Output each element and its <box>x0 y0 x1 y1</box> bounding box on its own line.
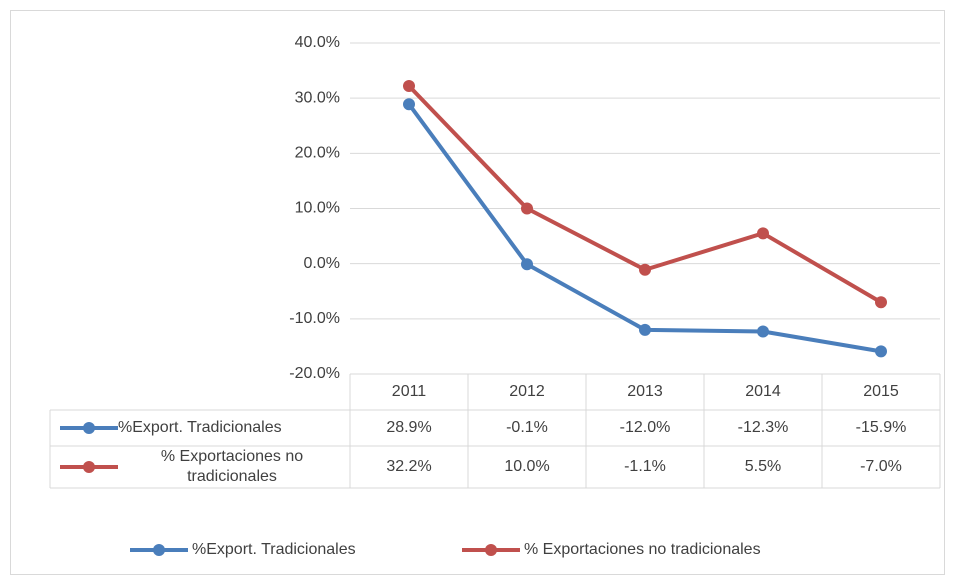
data-point <box>875 345 887 358</box>
y-tick-label: 40.0% <box>295 34 340 51</box>
table-row-label: % Exportaciones no tradicionales <box>160 448 304 485</box>
data-label: 10.0% <box>504 458 550 475</box>
data-label: -0.1% <box>506 419 548 436</box>
data-point <box>521 202 533 215</box>
y-tick-label: 0.0% <box>304 255 340 272</box>
data-point <box>403 80 415 93</box>
data-point <box>639 263 651 276</box>
table-row-label: %Export. Tradicionales <box>118 419 282 436</box>
chart-border <box>10 10 945 575</box>
legend-marker-dot <box>485 544 497 556</box>
y-tick-label: -20.0% <box>289 365 340 382</box>
data-label: 5.5% <box>744 458 782 475</box>
data-label: -7.0% <box>860 458 902 475</box>
legend-label: %Export. Tradicionales <box>192 541 356 558</box>
x-tick-label: 2014 <box>745 383 781 400</box>
data-point <box>757 325 769 338</box>
data-point <box>639 323 651 336</box>
x-tick-label: 2012 <box>509 383 545 400</box>
x-tick-label: 2013 <box>627 383 663 400</box>
table-legend-marker-dot <box>83 461 95 473</box>
table-legend-marker-dot <box>83 422 95 434</box>
x-tick-label: 2011 <box>391 383 427 400</box>
y-tick-label: 20.0% <box>295 145 340 162</box>
data-point <box>521 258 533 271</box>
x-tick-label: 2015 <box>863 383 899 400</box>
legend-label: % Exportaciones no tradicionales <box>524 541 761 558</box>
data-label: 32.2% <box>386 458 432 475</box>
data-point <box>875 296 887 309</box>
y-tick-label: 10.0% <box>295 200 340 217</box>
y-tick-label: -10.0% <box>289 310 340 327</box>
data-label: -1.1% <box>624 458 666 475</box>
data-label: -12.0% <box>619 419 671 436</box>
data-label: -12.3% <box>737 419 789 436</box>
data-point <box>757 227 769 240</box>
data-point <box>403 98 415 111</box>
data-label: -15.9% <box>855 419 907 436</box>
data-label: 28.9% <box>386 419 432 436</box>
y-tick-label: 30.0% <box>295 89 340 106</box>
legend-marker-dot <box>153 544 165 556</box>
